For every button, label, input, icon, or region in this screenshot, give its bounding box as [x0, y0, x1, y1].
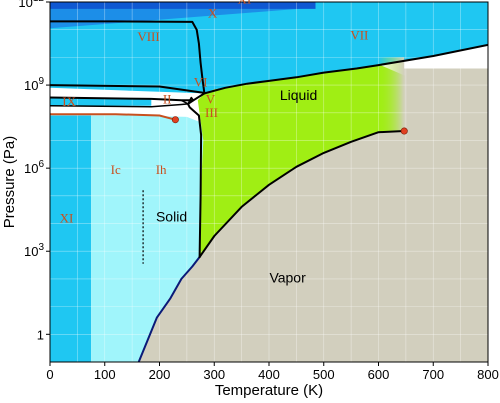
label-V: V	[206, 91, 216, 106]
melting-high	[187, 43, 488, 105]
vapor-region	[138, 68, 488, 362]
label-VIII: VIII	[137, 29, 159, 44]
y-axis-title: Pressure (Pa)	[1, 136, 18, 229]
phase-boundaries	[50, 20, 488, 362]
x-axis-ticks: 0 100 200 300 400 500 600 700 800	[46, 362, 499, 382]
plot-area	[50, 2, 488, 362]
y-tick-label: 1	[37, 327, 44, 342]
ix-upper	[50, 96, 195, 102]
ix-lower	[50, 103, 189, 108]
label-VII: VII	[350, 28, 368, 43]
label-XI-top: XI	[238, 0, 252, 7]
y-tick-label: 1012	[18, 0, 44, 10]
critical-point	[400, 127, 408, 135]
x-tick-label: 800	[477, 367, 499, 382]
label-IX: IX	[62, 94, 76, 109]
ice-ih-ic-region	[91, 115, 204, 362]
phase-labels: XI X VIII VII VI IX II VIII Ic Ih XI Solid Liquid Vap…	[60, 0, 369, 286]
vaporization-curve	[198, 130, 406, 258]
viii-vii	[50, 20, 206, 95]
label-VI: VI	[194, 75, 208, 90]
supercritical-fade	[378, 57, 405, 132]
ice-xi-high-region	[50, 2, 316, 9]
y-tick-label: 109	[24, 76, 44, 93]
x-tick-label: 300	[203, 367, 225, 382]
label-III: III	[205, 105, 218, 120]
x-tick-label: 400	[258, 367, 280, 382]
grid	[50, 2, 488, 362]
x-axis-title: Temperature (K)	[215, 382, 323, 399]
label-vapor: Vapor	[269, 270, 306, 286]
y-axis-ticks: 1 103 106 109 1012	[18, 0, 50, 342]
ice-ix-band-region	[50, 97, 152, 106]
x-tick-label: 0	[46, 367, 53, 382]
y-tick-label: 106	[24, 159, 44, 176]
metastable-line	[50, 113, 177, 121]
x-tick-label: 700	[422, 367, 444, 382]
x-tick-label: 100	[94, 367, 116, 382]
x-tick-label: 500	[313, 367, 335, 382]
sublimation-curve	[137, 256, 201, 362]
metastable-end-point	[171, 116, 179, 124]
y-tick-label: 103	[24, 242, 44, 259]
label-Ic: Ic	[111, 162, 121, 177]
label-Ih: Ih	[156, 162, 167, 177]
label-solid: Solid	[156, 209, 187, 225]
x-tick-label: 600	[368, 367, 390, 382]
x-tick-label: 200	[149, 367, 171, 382]
special-points	[171, 116, 408, 135]
label-XI-left: XI	[60, 210, 74, 225]
ice-xi-left-region	[50, 115, 92, 362]
melting-ih	[187, 102, 203, 258]
iii-v	[180, 96, 195, 105]
vi-boundary	[50, 84, 205, 94]
label-liquid: Liquid	[280, 87, 317, 103]
label-II: II	[163, 91, 172, 106]
label-X: X	[208, 5, 218, 20]
